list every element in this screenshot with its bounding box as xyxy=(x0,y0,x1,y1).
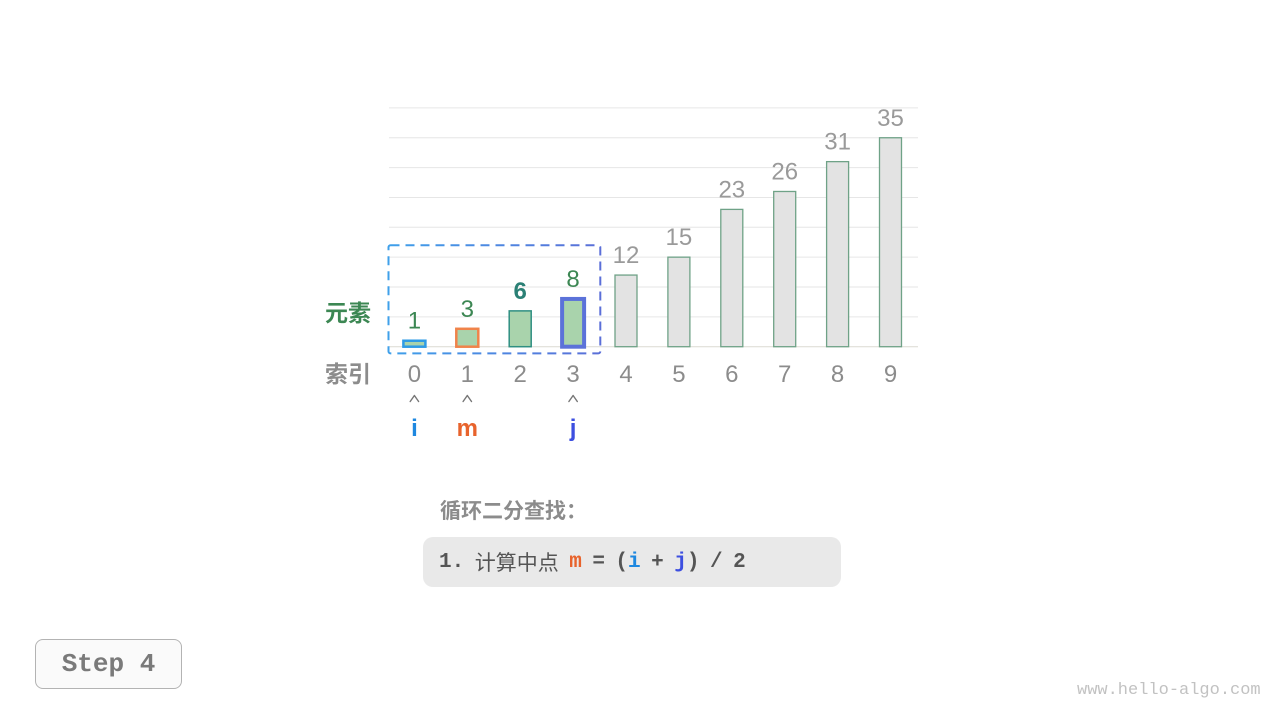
svg-text:15: 15 xyxy=(666,224,693,251)
svg-text:m: m xyxy=(457,415,478,442)
svg-text:6: 6 xyxy=(514,278,527,305)
svg-text:9: 9 xyxy=(884,361,897,388)
svg-text:j: j xyxy=(569,415,577,442)
svg-text:31: 31 xyxy=(824,129,851,156)
svg-text:i: i xyxy=(411,415,418,442)
svg-text:35: 35 xyxy=(877,105,904,132)
svg-text:1: 1 xyxy=(461,361,474,388)
svg-text:1: 1 xyxy=(408,308,421,335)
svg-text:3: 3 xyxy=(566,361,579,388)
svg-text:6: 6 xyxy=(725,361,738,388)
svg-text:0: 0 xyxy=(408,361,421,388)
svg-text:2: 2 xyxy=(514,361,527,388)
svg-text:23: 23 xyxy=(718,176,745,203)
svg-text:12: 12 xyxy=(613,242,640,269)
svg-text:5: 5 xyxy=(672,361,685,388)
svg-text:8: 8 xyxy=(831,361,844,388)
svg-text:4: 4 xyxy=(619,361,632,388)
svg-text:3: 3 xyxy=(461,296,474,323)
svg-text:26: 26 xyxy=(771,158,798,185)
svg-text:8: 8 xyxy=(566,266,579,293)
svg-text:7: 7 xyxy=(778,361,791,388)
svg-text:索引: 索引 xyxy=(325,361,371,387)
svg-text:元素: 元素 xyxy=(325,300,371,326)
